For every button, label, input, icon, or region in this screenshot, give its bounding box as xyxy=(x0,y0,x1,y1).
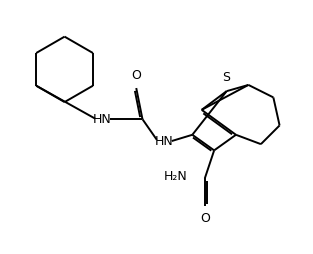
Text: O: O xyxy=(131,69,141,83)
Text: S: S xyxy=(223,71,231,84)
Text: HN: HN xyxy=(155,135,174,148)
Text: O: O xyxy=(200,212,210,225)
Text: H₂N: H₂N xyxy=(164,170,188,183)
Text: HN: HN xyxy=(93,113,111,126)
